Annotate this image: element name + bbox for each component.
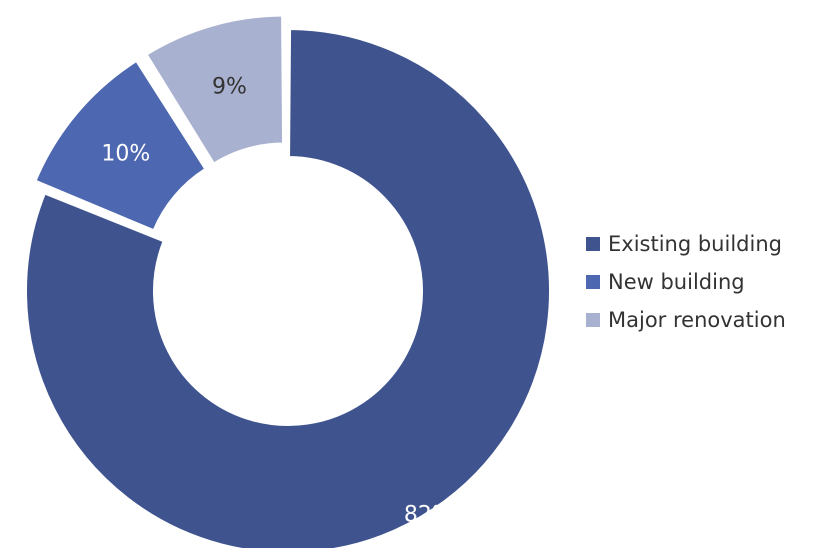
slice-existing-building [25, 27, 551, 548]
slice-new-building [34, 59, 207, 232]
legend-label-existing-building: Existing building [608, 232, 782, 256]
legend-label-major-renovation: Major renovation [608, 308, 786, 332]
slice-major-renovation [145, 14, 285, 165]
legend-label-new-building: New building [608, 270, 745, 294]
data-label-new-building: 10% [101, 141, 150, 166]
chart-legend: Existing building New building Major renov… [586, 232, 786, 332]
donut-slices [25, 14, 551, 548]
donut-data-labels: 82% 10% 9% [101, 74, 452, 527]
legend-swatch-existing-building [586, 237, 600, 251]
legend-swatch-major-renovation [586, 313, 600, 327]
data-label-existing-building: 82% [404, 502, 453, 527]
data-label-major-renovation: 9% [212, 74, 247, 99]
legend-swatch-new-building [586, 275, 600, 289]
